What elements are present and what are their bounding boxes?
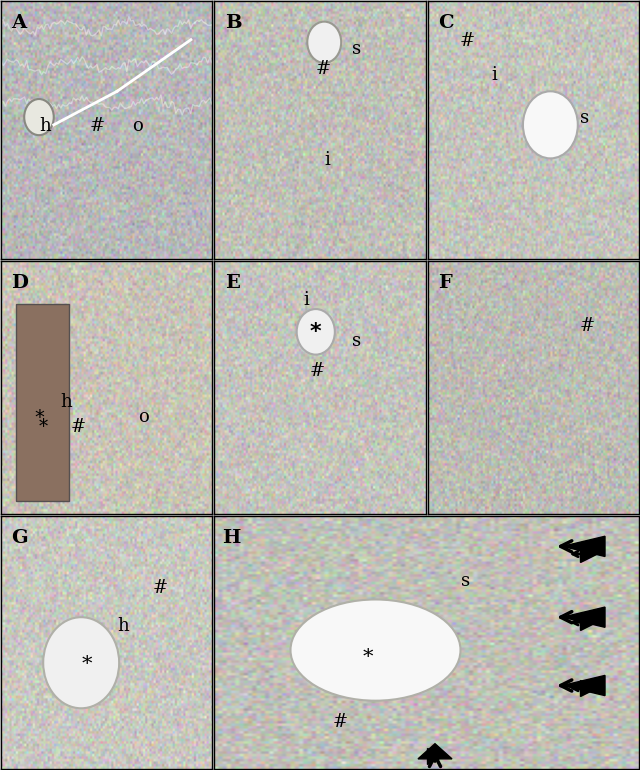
Text: *: * xyxy=(34,408,44,427)
Text: *: * xyxy=(81,655,92,675)
Text: o: o xyxy=(132,117,143,135)
Circle shape xyxy=(523,92,578,159)
Polygon shape xyxy=(563,607,605,628)
Text: h: h xyxy=(39,117,51,135)
Text: #: # xyxy=(153,579,168,598)
Text: s: s xyxy=(352,40,361,58)
Text: E: E xyxy=(225,273,239,292)
Text: i: i xyxy=(324,151,330,169)
Text: #: # xyxy=(580,316,595,335)
Polygon shape xyxy=(563,536,605,557)
Text: *: * xyxy=(363,648,373,667)
Circle shape xyxy=(291,600,461,701)
Text: h: h xyxy=(60,393,72,410)
Text: #: # xyxy=(460,32,475,50)
Text: #: # xyxy=(70,418,86,436)
Text: *: * xyxy=(310,322,321,342)
Text: A: A xyxy=(12,14,27,32)
Text: o: o xyxy=(138,408,149,426)
Text: #: # xyxy=(90,117,105,135)
Text: #: # xyxy=(316,60,331,79)
Text: i: i xyxy=(492,65,497,83)
Bar xyxy=(16,304,68,501)
Text: B: B xyxy=(225,14,241,32)
Circle shape xyxy=(297,309,335,355)
Text: C: C xyxy=(438,14,454,32)
Text: i: i xyxy=(303,291,309,310)
Text: #: # xyxy=(333,713,348,731)
Circle shape xyxy=(24,99,54,136)
Text: *: * xyxy=(39,418,48,436)
Text: s: s xyxy=(461,571,470,590)
Text: G: G xyxy=(12,529,28,547)
Polygon shape xyxy=(418,744,452,759)
Text: #: # xyxy=(309,362,324,380)
Text: s: s xyxy=(580,109,589,127)
Text: F: F xyxy=(438,273,452,292)
Circle shape xyxy=(307,22,341,63)
Text: D: D xyxy=(12,273,29,292)
Circle shape xyxy=(44,618,119,708)
Polygon shape xyxy=(563,675,605,695)
Text: H: H xyxy=(223,529,241,547)
Text: s: s xyxy=(352,332,361,350)
Text: h: h xyxy=(117,618,129,635)
